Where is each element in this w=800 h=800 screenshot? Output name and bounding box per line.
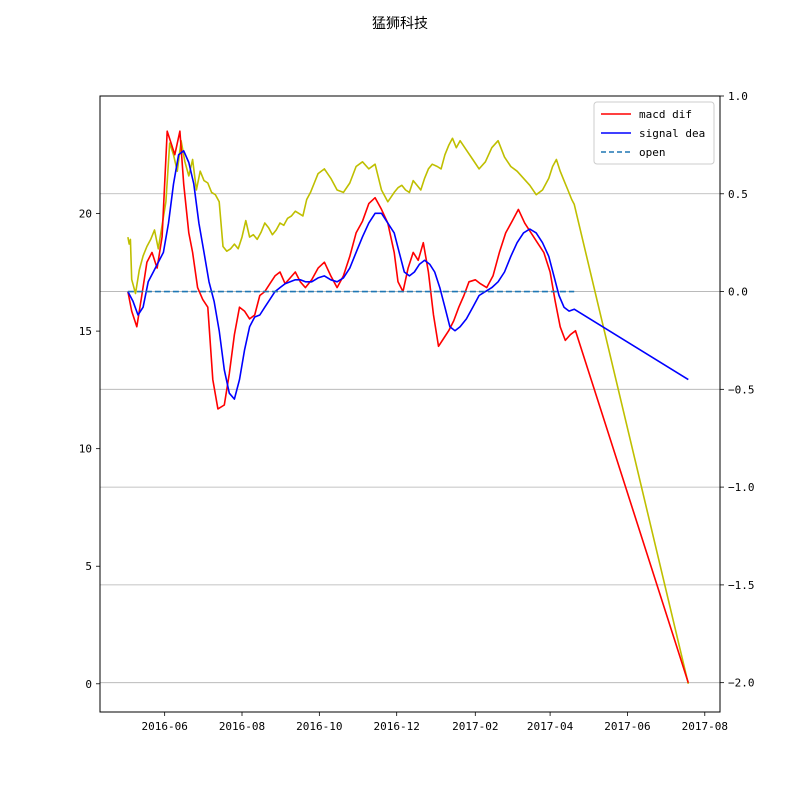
legend: macd dif signal dea open: [594, 102, 714, 164]
series-line-macd-dif: [128, 131, 688, 683]
legend-label-open: open: [639, 146, 666, 159]
y-left-tick-label-15: 15: [79, 325, 92, 338]
y-right-tick-label-0: 0.0: [728, 286, 748, 299]
y-right-tick-label-1: −1.0: [728, 481, 755, 494]
series-layer: [128, 131, 688, 684]
legend-label-macd-dif: macd dif: [639, 108, 692, 121]
x-tick-label-2016-12: 2016-12: [374, 720, 420, 733]
y-left-tick-label-0: 0: [85, 678, 92, 691]
chart-title: 猛狮科技: [372, 16, 428, 32]
y-right-tick-label-2: −2.0: [728, 677, 755, 690]
y-left-tick-label-20: 20: [79, 208, 92, 221]
y-left-tick-label-5: 5: [85, 560, 92, 573]
y-right-tick-label-0-5: −0.5: [728, 383, 755, 396]
x-tick-label-2017-08: 2017-08: [682, 720, 728, 733]
y-axis-right: 1.0 0.5 0.0 −0.5 −1.0 −1.5 −2.0: [720, 90, 755, 690]
y-right-tick-label-0-5: 0.5: [728, 188, 748, 201]
x-tick-label-2016-08: 2016-08: [219, 720, 265, 733]
series-line-price: [128, 138, 688, 684]
y-right-tick-label-1-5: −1.5: [728, 579, 755, 592]
x-axis: 2016-06 2016-08 2016-10 2016-12 2017-02 2017-…: [141, 712, 727, 733]
x-tick-label-2017-06: 2017-06: [604, 720, 650, 733]
x-tick-label-2017-02: 2017-02: [452, 720, 498, 733]
x-tick-label-2016-10: 2016-10: [296, 720, 342, 733]
x-tick-label-2016-06: 2016-06: [141, 720, 187, 733]
y-left-tick-label-10: 10: [79, 443, 92, 456]
y-right-tick-label-1: 1.0: [728, 90, 748, 103]
y-axis-left: 0 5 10 15 20: [79, 208, 100, 691]
x-tick-label-2017-04: 2017-04: [527, 720, 574, 733]
legend-label-signal-dea: signal dea: [639, 127, 705, 140]
